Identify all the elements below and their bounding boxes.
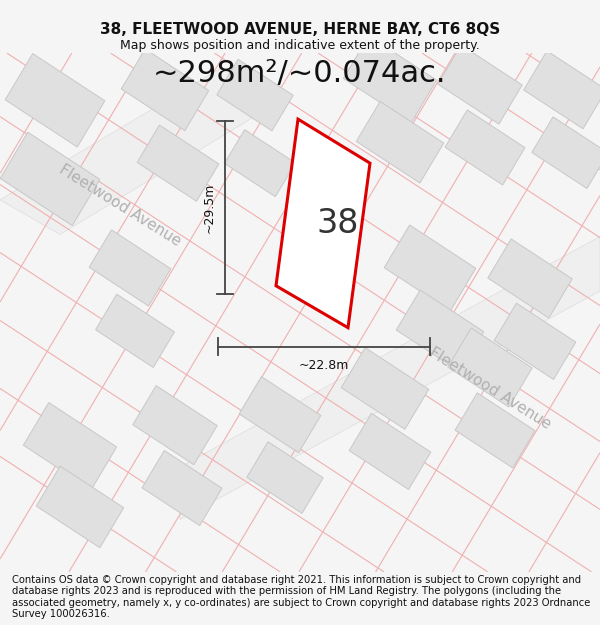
- Polygon shape: [0, 69, 290, 234]
- Text: ~22.8m: ~22.8m: [299, 359, 349, 372]
- Polygon shape: [239, 377, 321, 452]
- Polygon shape: [180, 236, 600, 519]
- Polygon shape: [121, 49, 209, 131]
- Polygon shape: [89, 230, 171, 306]
- Polygon shape: [494, 303, 576, 379]
- Polygon shape: [532, 117, 600, 189]
- Polygon shape: [396, 290, 484, 372]
- Polygon shape: [5, 54, 105, 147]
- Polygon shape: [343, 36, 437, 123]
- Text: Map shows position and indicative extent of the property.: Map shows position and indicative extent…: [120, 39, 480, 52]
- Polygon shape: [488, 239, 572, 318]
- Text: Contains OS data © Crown copyright and database right 2021. This information is : Contains OS data © Crown copyright and d…: [12, 574, 590, 619]
- Text: Fleetwood Avenue: Fleetwood Avenue: [427, 345, 554, 432]
- Text: 38: 38: [317, 208, 359, 241]
- Polygon shape: [276, 119, 370, 328]
- Text: Fleetwood Avenue: Fleetwood Avenue: [56, 161, 184, 249]
- Polygon shape: [349, 413, 431, 489]
- Polygon shape: [137, 125, 219, 201]
- Polygon shape: [448, 328, 532, 407]
- Polygon shape: [438, 45, 522, 124]
- Polygon shape: [0, 132, 100, 226]
- Polygon shape: [224, 129, 296, 197]
- Polygon shape: [217, 59, 293, 131]
- Polygon shape: [524, 51, 600, 129]
- Polygon shape: [384, 225, 476, 311]
- Polygon shape: [23, 402, 116, 489]
- Polygon shape: [247, 442, 323, 513]
- Text: 38, FLEETWOOD AVENUE, HERNE BAY, CT6 8QS: 38, FLEETWOOD AVENUE, HERNE BAY, CT6 8QS: [100, 22, 500, 38]
- Polygon shape: [341, 348, 429, 429]
- Text: ~298m²/~0.074ac.: ~298m²/~0.074ac.: [153, 59, 447, 88]
- Polygon shape: [445, 110, 525, 185]
- Polygon shape: [142, 451, 222, 526]
- Polygon shape: [455, 393, 535, 468]
- Text: ~29.5m: ~29.5m: [203, 182, 215, 233]
- Polygon shape: [133, 386, 217, 465]
- Polygon shape: [356, 101, 444, 183]
- Polygon shape: [95, 294, 175, 368]
- Polygon shape: [36, 466, 124, 548]
